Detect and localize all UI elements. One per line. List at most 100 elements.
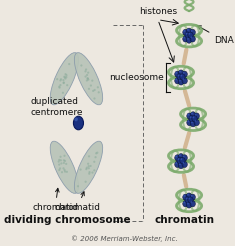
Ellipse shape [98, 91, 100, 93]
Ellipse shape [187, 202, 189, 205]
Ellipse shape [186, 37, 192, 43]
Ellipse shape [182, 71, 187, 77]
Ellipse shape [84, 76, 87, 78]
Ellipse shape [93, 169, 95, 171]
Ellipse shape [64, 77, 67, 80]
Ellipse shape [92, 90, 94, 92]
Ellipse shape [59, 156, 62, 158]
Ellipse shape [88, 155, 90, 157]
Ellipse shape [190, 112, 196, 118]
Ellipse shape [189, 116, 192, 118]
Ellipse shape [177, 158, 179, 160]
Ellipse shape [62, 79, 65, 81]
Ellipse shape [183, 72, 184, 74]
Ellipse shape [185, 198, 188, 200]
Ellipse shape [175, 162, 177, 164]
Ellipse shape [86, 74, 88, 76]
Ellipse shape [63, 76, 66, 78]
Ellipse shape [90, 165, 92, 167]
Ellipse shape [191, 112, 193, 114]
Ellipse shape [60, 162, 63, 165]
Ellipse shape [175, 155, 177, 157]
Ellipse shape [191, 121, 193, 123]
Ellipse shape [187, 120, 192, 126]
Ellipse shape [175, 155, 180, 161]
Ellipse shape [186, 193, 192, 199]
Ellipse shape [74, 53, 103, 105]
Ellipse shape [79, 169, 82, 171]
Ellipse shape [61, 171, 63, 173]
Ellipse shape [187, 38, 189, 40]
Ellipse shape [183, 201, 188, 207]
Ellipse shape [58, 160, 60, 163]
Ellipse shape [93, 97, 96, 100]
Ellipse shape [65, 74, 68, 76]
Ellipse shape [183, 36, 188, 42]
Ellipse shape [190, 36, 195, 42]
Ellipse shape [65, 76, 67, 78]
Ellipse shape [179, 79, 181, 82]
Ellipse shape [183, 155, 184, 157]
Ellipse shape [87, 163, 89, 165]
Ellipse shape [74, 117, 78, 121]
Ellipse shape [86, 167, 88, 169]
Ellipse shape [95, 152, 97, 154]
Ellipse shape [175, 78, 180, 84]
Ellipse shape [183, 30, 185, 32]
Ellipse shape [177, 74, 182, 80]
Ellipse shape [188, 197, 193, 203]
Ellipse shape [187, 120, 189, 122]
Ellipse shape [185, 197, 190, 203]
Ellipse shape [188, 32, 193, 38]
Ellipse shape [58, 164, 60, 166]
Ellipse shape [178, 154, 184, 160]
Ellipse shape [63, 167, 65, 169]
Ellipse shape [85, 168, 87, 170]
Ellipse shape [190, 29, 195, 35]
Ellipse shape [88, 167, 90, 169]
Ellipse shape [73, 116, 83, 130]
Ellipse shape [59, 87, 61, 89]
Ellipse shape [187, 29, 189, 31]
Ellipse shape [58, 159, 60, 161]
Ellipse shape [183, 29, 188, 35]
Ellipse shape [192, 116, 194, 118]
Text: nucleosome: nucleosome [109, 73, 164, 82]
Ellipse shape [175, 78, 177, 80]
Text: duplicated
centromere: duplicated centromere [30, 97, 83, 121]
Ellipse shape [178, 163, 184, 169]
Ellipse shape [64, 76, 66, 78]
Ellipse shape [85, 181, 87, 183]
Ellipse shape [63, 82, 65, 84]
Ellipse shape [66, 84, 68, 86]
Ellipse shape [188, 198, 190, 200]
Ellipse shape [60, 78, 62, 80]
Ellipse shape [85, 68, 87, 71]
Ellipse shape [74, 141, 103, 193]
Ellipse shape [63, 159, 65, 161]
Ellipse shape [94, 156, 97, 158]
Ellipse shape [59, 79, 62, 82]
Ellipse shape [86, 79, 88, 82]
Ellipse shape [91, 171, 94, 174]
Ellipse shape [180, 74, 185, 80]
Ellipse shape [180, 158, 182, 160]
Text: chromatid: chromatid [32, 188, 78, 212]
Ellipse shape [178, 70, 184, 76]
Ellipse shape [180, 75, 182, 77]
Ellipse shape [88, 165, 90, 167]
Ellipse shape [87, 78, 90, 81]
Ellipse shape [77, 185, 79, 187]
Ellipse shape [58, 86, 60, 88]
Ellipse shape [93, 161, 95, 163]
Ellipse shape [87, 77, 89, 80]
Ellipse shape [188, 33, 190, 35]
Ellipse shape [194, 120, 200, 126]
Ellipse shape [179, 163, 181, 165]
Ellipse shape [56, 78, 58, 80]
Ellipse shape [86, 77, 89, 79]
Ellipse shape [60, 159, 62, 161]
Ellipse shape [63, 162, 65, 164]
Ellipse shape [88, 171, 91, 173]
Ellipse shape [80, 64, 82, 67]
